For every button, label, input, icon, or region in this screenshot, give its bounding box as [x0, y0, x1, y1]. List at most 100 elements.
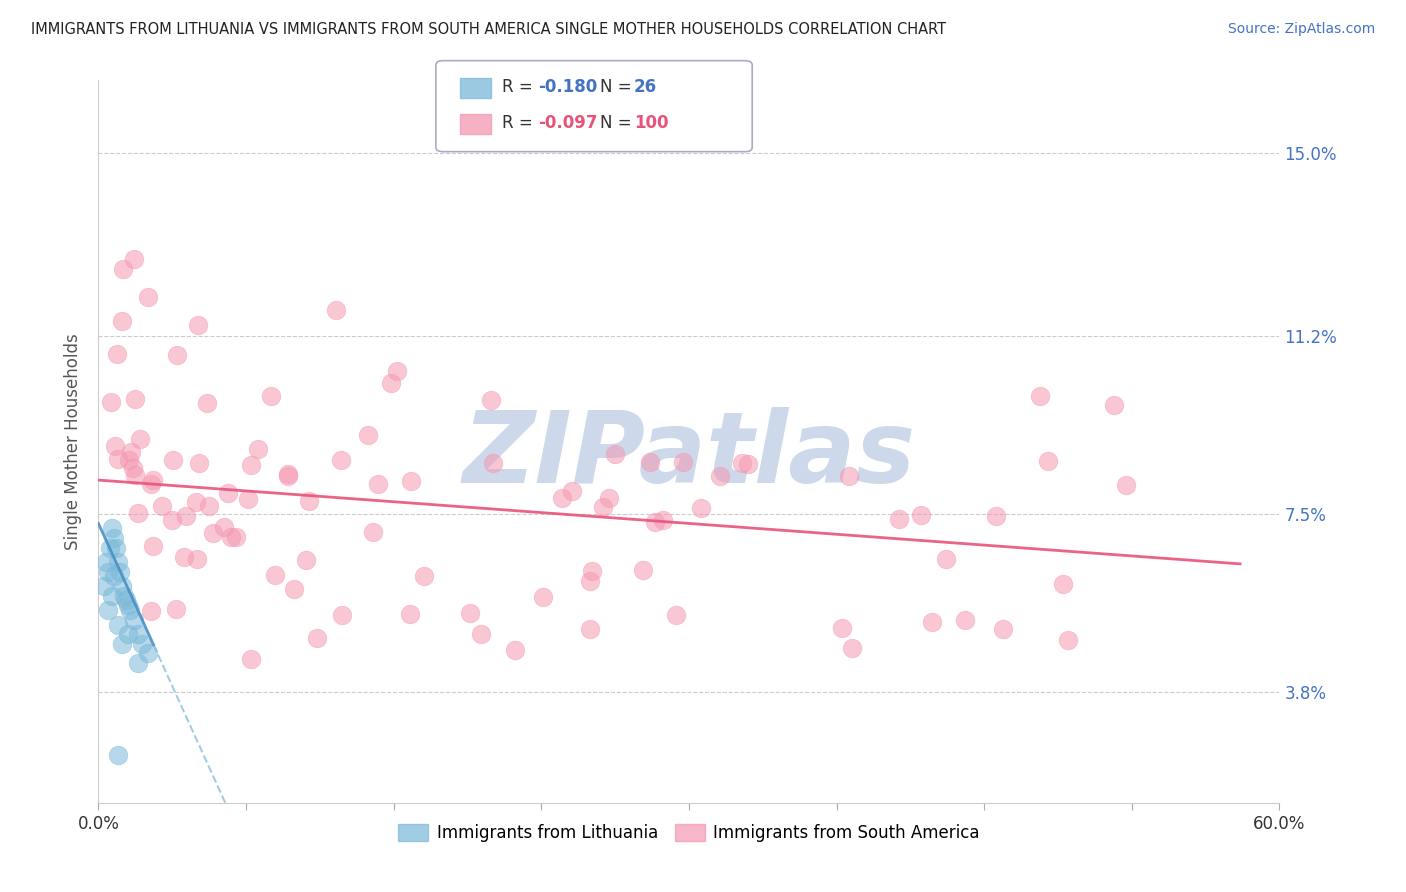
Point: [399, 475, 422, 489]
Point: [295, 553, 318, 567]
Text: 26: 26: [634, 78, 657, 96]
Point: [367, 477, 389, 491]
Point: [330, 608, 353, 623]
Point: [603, 447, 626, 461]
Point: [363, 524, 385, 539]
Point: [264, 568, 287, 582]
Point: [1036, 454, 1059, 468]
Point: [127, 627, 149, 641]
Point: [103, 531, 125, 545]
Point: [633, 563, 655, 577]
Point: [93, 579, 115, 593]
Point: [238, 492, 260, 507]
Point: [124, 467, 146, 482]
Text: N =: N =: [600, 114, 637, 132]
Point: [120, 445, 142, 459]
Point: [889, 512, 911, 526]
Point: [598, 491, 620, 505]
Point: [141, 605, 163, 619]
Point: [305, 631, 328, 645]
Point: [690, 500, 713, 515]
Point: [277, 467, 299, 481]
Point: [184, 495, 207, 509]
Point: [103, 569, 125, 583]
Point: [105, 541, 128, 555]
Point: [174, 508, 197, 523]
Point: [160, 513, 183, 527]
Point: [481, 456, 503, 470]
Text: IMMIGRANTS FROM LITHUANIA VS IMMIGRANTS FROM SOUTH AMERICA SINGLE MOTHER HOUSEHO: IMMIGRANTS FROM LITHUANIA VS IMMIGRANTS …: [31, 22, 946, 37]
Point: [399, 607, 422, 621]
Point: [112, 589, 135, 603]
Point: [935, 552, 957, 566]
Point: [217, 486, 239, 500]
Point: [142, 473, 165, 487]
Point: [225, 530, 247, 544]
Point: [672, 455, 695, 469]
Point: [165, 602, 187, 616]
Text: -0.097: -0.097: [538, 114, 598, 132]
Point: [531, 590, 554, 604]
Point: [561, 483, 583, 498]
Point: [380, 376, 402, 391]
Point: [283, 582, 305, 596]
Point: [118, 453, 141, 467]
Point: [838, 469, 860, 483]
Point: [141, 477, 163, 491]
Point: [108, 565, 131, 579]
Point: [841, 640, 863, 655]
Point: [111, 637, 134, 651]
Point: [105, 346, 128, 360]
Point: [107, 452, 129, 467]
Point: [1102, 398, 1125, 412]
Point: [186, 551, 208, 566]
Point: [111, 261, 134, 276]
Point: [731, 457, 754, 471]
Point: [111, 579, 134, 593]
Point: [325, 303, 347, 318]
Point: [96, 555, 118, 569]
Point: [104, 440, 127, 454]
Point: [131, 637, 153, 651]
Point: [592, 500, 614, 515]
Point: [260, 389, 283, 403]
Point: [107, 747, 129, 762]
Point: [1115, 477, 1137, 491]
Point: [1057, 633, 1080, 648]
Point: [98, 541, 121, 555]
Point: [195, 396, 218, 410]
Point: [239, 652, 262, 666]
Point: [247, 442, 270, 456]
Point: [831, 621, 853, 635]
Point: [136, 290, 159, 304]
Y-axis label: Single Mother Households: Single Mother Households: [63, 334, 82, 549]
Point: [117, 627, 139, 641]
Point: [991, 622, 1014, 636]
Point: [385, 364, 408, 378]
Point: [329, 452, 352, 467]
Point: [173, 549, 195, 564]
Point: [581, 565, 603, 579]
Point: [219, 530, 242, 544]
Point: [277, 469, 299, 483]
Point: [910, 508, 932, 522]
Point: [240, 458, 263, 472]
Point: [111, 314, 134, 328]
Point: [187, 318, 209, 332]
Point: [551, 491, 574, 505]
Point: [142, 539, 165, 553]
Point: [107, 617, 129, 632]
Point: [122, 461, 145, 475]
Point: [460, 607, 482, 621]
Point: [201, 526, 224, 541]
Point: [921, 615, 943, 630]
Point: [579, 623, 602, 637]
Point: [984, 508, 1007, 523]
Point: [97, 603, 120, 617]
Point: [100, 394, 122, 409]
Point: [122, 613, 145, 627]
Text: N =: N =: [600, 78, 637, 96]
Text: 100: 100: [634, 114, 669, 132]
Point: [127, 656, 149, 670]
Point: [638, 455, 661, 469]
